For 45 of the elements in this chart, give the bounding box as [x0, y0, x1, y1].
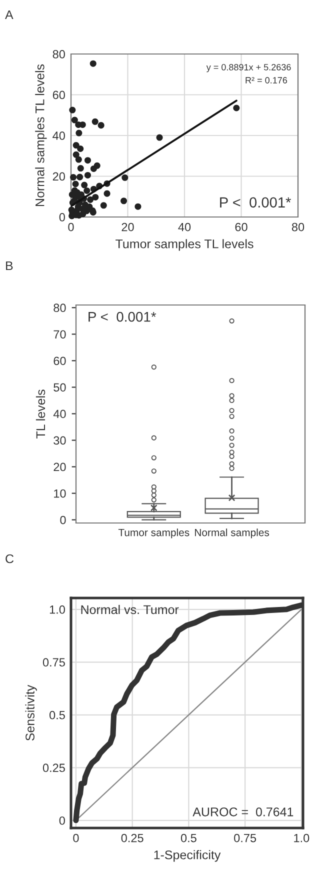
annotation: AUROC = 0.7641: [192, 807, 294, 816]
x-axis-title: 1-Specificity: [154, 850, 221, 862]
y-tick-label: 60: [52, 90, 65, 100]
x-tick-label: 40: [178, 222, 191, 232]
x-tick-label: 0: [73, 834, 79, 842]
y-tick-label: 0: [60, 516, 66, 524]
y-axis-title: Normal samples TL levels: [35, 64, 47, 206]
y-axis-title: TL levels: [36, 390, 46, 438]
annotation: R² = 0.176: [246, 77, 288, 84]
y-tick-label: 60: [54, 356, 66, 366]
x-axis-title: Tumor samples TL levels: [116, 239, 254, 251]
x-tick-label: 80: [292, 222, 304, 232]
y-tick-label: 40: [52, 132, 65, 140]
x-tick-label: 60: [235, 222, 248, 232]
x-tick-label: 0.25: [121, 834, 144, 842]
chart-title: C: [6, 554, 14, 564]
y-tick-label: 20: [52, 172, 65, 181]
x-tick-label: 0.5: [180, 834, 196, 842]
y-tick-label: 0: [59, 816, 65, 825]
x-tick-label: 20: [122, 222, 134, 232]
y-tick-label: 50: [54, 383, 66, 392]
annotation: y = 0.8891x + 5.2636: [206, 64, 291, 72]
x-tick-label: 0: [68, 222, 74, 232]
y-tick-label: 0.5: [49, 710, 65, 720]
x-tick-label: Normal samples: [195, 528, 270, 538]
y-tick-label: 0.75: [42, 658, 65, 667]
annotation: P < 0.001*: [220, 197, 291, 208]
y-tick-label: 30: [54, 436, 66, 445]
y-tick-label: 0.25: [42, 764, 65, 772]
annotation: Normal vs. Tumor: [81, 604, 179, 614]
y-tick-label: 70: [54, 330, 66, 339]
y-tick-label: 80: [54, 304, 66, 312]
chart-title: B: [6, 261, 13, 270]
y-tick-label: 80: [52, 50, 65, 58]
y-axis-title: Sensitivity: [25, 684, 37, 741]
x-tick-label: 1.0: [294, 834, 310, 842]
chart-title: A: [5, 10, 14, 20]
y-tick-label: 20: [54, 462, 66, 472]
y-tick-label: 10: [54, 489, 66, 498]
y-tick-label: 1.0: [50, 605, 65, 614]
annotation: P < 0.001*: [88, 312, 156, 322]
y-tick-label: 0: [59, 213, 65, 222]
y-tick-label: 40: [53, 410, 66, 418]
x-tick-label: 0.75: [234, 834, 256, 842]
x-tick-label: Tumor samples: [118, 528, 190, 538]
